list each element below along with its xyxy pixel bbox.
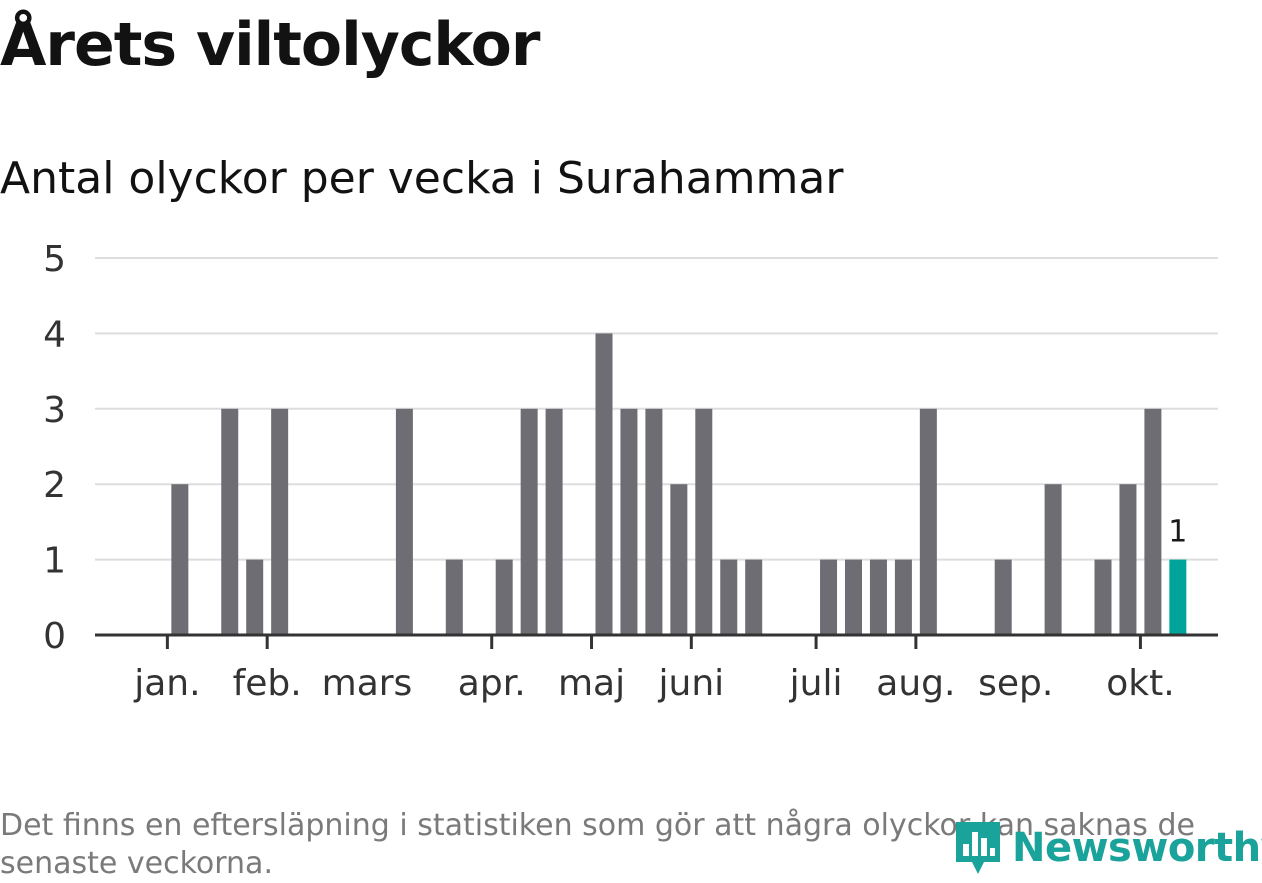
chart-title: Årets viltolyckor bbox=[0, 10, 540, 80]
bar bbox=[919, 408, 937, 635]
bar-chart-pin-icon bbox=[956, 822, 1000, 874]
y-tick-label: 2 bbox=[43, 465, 66, 506]
bar-highlight bbox=[1169, 559, 1187, 635]
bar bbox=[595, 333, 613, 635]
x-tick-label: aug. bbox=[876, 663, 955, 704]
bar bbox=[395, 408, 413, 635]
bar bbox=[545, 408, 563, 635]
bar bbox=[1119, 484, 1137, 635]
bar bbox=[246, 559, 264, 635]
bar bbox=[1144, 408, 1162, 635]
newsworthy-logo: Newsworthy bbox=[952, 818, 1262, 878]
bars: 1 bbox=[171, 333, 1187, 635]
bar bbox=[1044, 484, 1062, 635]
bar bbox=[695, 408, 713, 635]
brand-name: Newsworthy bbox=[1012, 825, 1262, 871]
y-tick-label: 4 bbox=[43, 314, 66, 355]
bar bbox=[869, 559, 887, 635]
bar bbox=[645, 408, 663, 635]
y-tick-label: 3 bbox=[43, 390, 66, 431]
x-tick-label: maj bbox=[558, 663, 625, 704]
x-tick-label: sep. bbox=[978, 663, 1053, 704]
bar bbox=[670, 484, 688, 635]
bar bbox=[271, 408, 289, 635]
bar bbox=[620, 408, 638, 635]
bar bbox=[745, 559, 763, 635]
y-tick-label: 5 bbox=[43, 239, 66, 280]
bar bbox=[1094, 559, 1112, 635]
bar bbox=[221, 408, 239, 635]
y-tick-label: 0 bbox=[43, 616, 66, 657]
bar bbox=[495, 559, 513, 635]
bar bbox=[720, 559, 738, 635]
x-tick-label: apr. bbox=[458, 663, 526, 704]
x-tick-label: juli bbox=[789, 663, 843, 704]
chart-subtitle: Antal olyckor per vecka i Surahammar bbox=[0, 153, 844, 204]
x-tick-label: jan. bbox=[133, 663, 200, 704]
bar bbox=[520, 408, 538, 635]
bar bbox=[445, 559, 463, 635]
bar bbox=[994, 559, 1012, 635]
bar-chart: 0 1 2 3 4 5 1 jan. feb. mars apr. maj juni juli aug.… bbox=[43, 239, 1218, 704]
x-tick-label: feb. bbox=[233, 663, 302, 704]
x-tick-label: mars bbox=[322, 663, 413, 704]
data-label: 1 bbox=[1168, 515, 1187, 550]
bar bbox=[820, 559, 838, 635]
bar bbox=[894, 559, 912, 635]
bar bbox=[171, 484, 189, 635]
x-tick-label: juni bbox=[658, 663, 725, 704]
x-tick-label: okt. bbox=[1106, 663, 1174, 704]
bar bbox=[845, 559, 862, 635]
y-tick-label: 1 bbox=[43, 541, 66, 582]
y-axis-ticks: 0 1 2 3 4 5 bbox=[43, 239, 66, 657]
x-axis: jan. feb. mars apr. maj juni juli aug. sep. okt. bbox=[95, 633, 1218, 704]
